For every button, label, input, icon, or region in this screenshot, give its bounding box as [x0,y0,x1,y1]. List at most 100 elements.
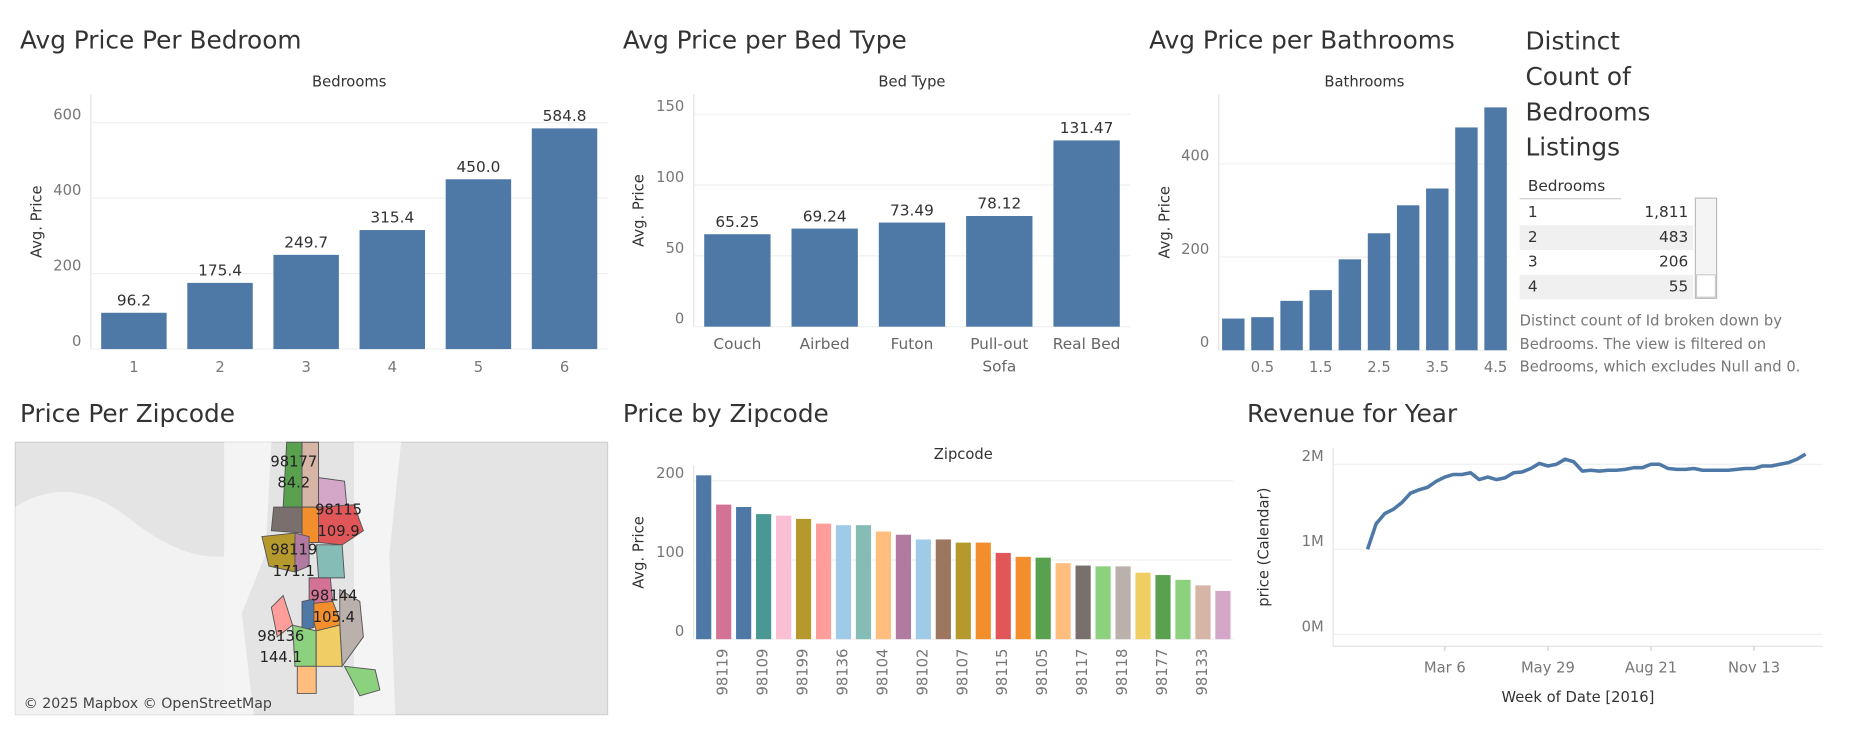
scrollbar-thumb[interactable] [1695,274,1717,298]
x-tick-label: 98104 [874,649,891,696]
table-cell: 206 [1659,253,1689,272]
axis-title: Bathrooms [1324,74,1404,91]
bar [895,534,911,640]
value-label: 584.8 [543,107,587,125]
x-tick-label: 98199 [795,649,812,696]
zip-area [318,504,364,546]
y-tick-label: 1M [1302,533,1324,550]
x-tick-label: 98118 [1114,649,1131,696]
bar [704,234,771,327]
chart-title: Price by Zipcode [623,399,829,428]
bar [1115,566,1131,640]
zip-area [315,624,343,667]
x-tick-label: Airbed [799,336,850,354]
bar [1222,318,1245,351]
x-tick-label: 5 [474,359,483,376]
bar [775,515,792,640]
value-label: 78.12 [977,195,1021,213]
bar [716,504,732,640]
map-label: 84.2 [277,475,310,492]
y-tick-label: 200 [53,258,81,275]
table-scrollbar [1694,197,1718,299]
bar [736,506,752,640]
axis-title: Bed Type [878,74,945,91]
y-tick-label: 0M [1302,618,1324,635]
bar [915,539,931,640]
y-axis-title: price (Calendar) [1256,488,1273,607]
table-row: 3 206 [1519,250,1694,275]
x-tick-label: 98105 [1034,649,1051,696]
zip-area [296,665,317,694]
y-axis-title: Avg. Price [1157,186,1174,259]
bar [1484,107,1507,351]
x-tick-label: 98109 [755,649,772,696]
map-label: 105.4 [313,609,355,626]
map-label: 109.9 [318,523,360,540]
zip-area [339,588,364,668]
bar [1135,572,1151,640]
bar [1175,579,1191,640]
x-tick-label: 98102 [914,649,931,696]
y-tick-label: 200 [656,465,684,482]
x-tick-label: 98133 [1194,649,1211,696]
value-label: 96.2 [117,291,151,309]
bar [756,514,772,640]
table-row: 2 483 [1519,225,1694,251]
x-tick-label: 98115 [994,649,1011,696]
y-tick-label: 2M [1302,448,1324,465]
bar [995,552,1011,640]
bar [1015,556,1031,640]
header-rule [1519,198,1622,200]
table-cell: 483 [1659,228,1689,247]
value-label: 65.25 [715,213,759,231]
map-attribution: © 2025 Mapbox © OpenStreetMap [24,696,272,712]
value-label: 175.4 [198,262,242,280]
bar [696,475,712,640]
x-tick-label: Pull-out Sofa [970,336,1029,377]
x-tick-label: 6 [560,359,569,376]
map-label: 98136 [257,628,304,645]
axis-title: Bedrooms [312,74,386,91]
bar [791,228,858,327]
y-tick-label: 0 [675,623,684,640]
chart-title: Avg Price per Bathrooms [1149,25,1455,54]
bar [1280,300,1303,351]
bar [935,539,951,640]
table-cell: 4 [1527,278,1538,297]
x-tick-label: 98119 [715,649,732,696]
table-cell: 1 [1527,204,1538,222]
y-tick-label: 0 [675,311,684,328]
map-label: 98177 [270,453,317,470]
scrollbar-track[interactable] [1694,197,1718,299]
bar [101,312,167,350]
bar [1367,233,1391,351]
chart-title: Avg Price Per Bedroom [20,25,301,54]
x-tick-label: 2.5 [1367,359,1390,376]
table-cell: 1,811 [1644,204,1689,222]
y-axis-title: Avg. Price [29,185,46,258]
bar [1075,565,1091,640]
map-label: 98115 [315,502,362,519]
zip-area [343,665,381,697]
y-axis-title: Avg. Price [630,516,647,589]
table-body: 1 1,811 2 483 3 206 4 55 [1519,200,1694,300]
zip-areas [261,441,381,697]
x-tick-label: 4 [388,359,397,376]
value-label: 73.49 [890,201,934,219]
x-tick-label: 3 [301,359,310,376]
x-tick-label: Nov 13 [1728,660,1780,677]
map-label: 171.1 [273,563,315,580]
x-tick-label: 98107 [954,649,971,696]
y-axis-title: Avg. Price [630,174,647,247]
table-cell: 55 [1668,278,1689,297]
x-tick-label: 3.5 [1426,359,1449,376]
bar [1155,575,1171,640]
x-tick-label: 2 [215,359,224,376]
plot [90,94,608,350]
y-tick-label: 50 [666,240,685,257]
x-tick-label: May 29 [1521,660,1575,677]
x-tick-label: 1.5 [1309,359,1332,376]
bar [955,542,971,640]
zip-area [301,598,315,632]
